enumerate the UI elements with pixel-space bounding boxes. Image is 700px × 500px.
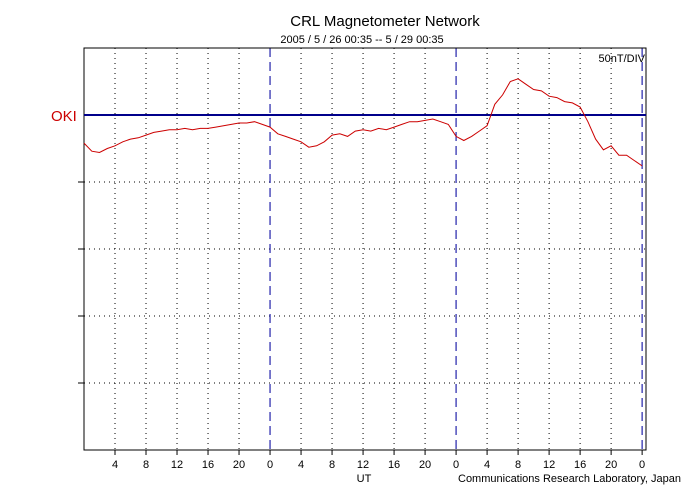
x-tick-label: 12 [171, 459, 183, 471]
x-tick-label: 4 [112, 459, 118, 471]
trace-group [83, 78, 643, 167]
x-axis-ticks: 4 8 12 16 20 0 4 8 12 16 20 0 4 8 12 16 20 0 [112, 450, 645, 471]
x-tick-label: 20 [233, 459, 245, 471]
x-axis-label: UT [357, 473, 372, 485]
x-tick-label: 8 [143, 459, 149, 471]
x-tick-label: 8 [515, 459, 521, 471]
x-tick-label: 12 [543, 459, 555, 471]
x-tick-label: 20 [419, 459, 431, 471]
credit-text: Communications Research Laboratory, Japa… [458, 473, 681, 485]
chart-title: CRL Magnetometer Network [290, 13, 480, 30]
x-tick-label: 4 [298, 459, 304, 471]
x-tick-label: 12 [357, 459, 369, 471]
scale-label: 50nT/DIV [599, 53, 646, 65]
station-label-oki: OKI [51, 108, 77, 125]
magnetometer-trace [83, 78, 643, 167]
grid [78, 48, 646, 450]
x-tick-label: 0 [267, 459, 273, 471]
plot-frame [83, 47, 647, 451]
x-tick-label: 16 [574, 459, 586, 471]
x-tick-label: 4 [484, 459, 490, 471]
x-tick-label: 0 [453, 459, 459, 471]
x-tick-label: 16 [388, 459, 400, 471]
x-tick-label: 8 [329, 459, 335, 471]
x-tick-label: 20 [605, 459, 617, 471]
x-tick-label: 0 [639, 459, 645, 471]
x-tick-label: 16 [202, 459, 214, 471]
day-dividers [269, 48, 643, 450]
chart-subtitle: 2005 / 5 / 26 00:35 -- 5 / 29 00:35 [280, 34, 443, 46]
